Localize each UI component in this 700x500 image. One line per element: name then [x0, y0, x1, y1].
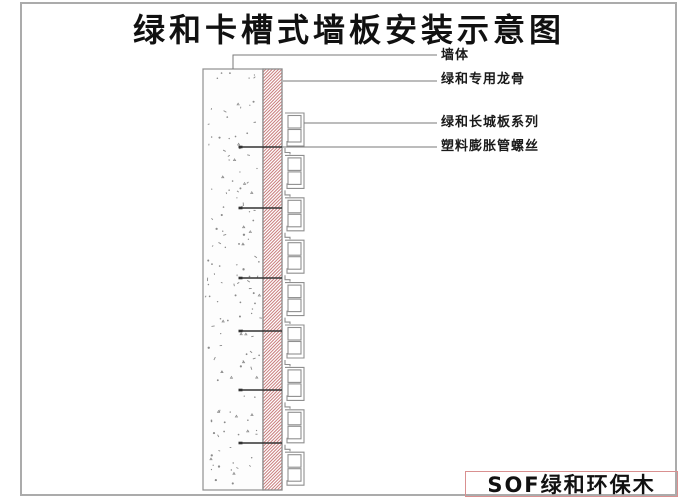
brand-box: SOF绿和环保木: [465, 471, 678, 497]
callout-label-panel: 绿和长城板系列: [441, 115, 540, 130]
panel-clip: [284, 409, 305, 452]
panel-clip: [284, 324, 305, 367]
page-title: 绿和卡槽式墙板安装示意图: [132, 11, 565, 49]
panel-clip: [284, 239, 305, 282]
callout-label-keel: 绿和专用龙骨: [441, 72, 526, 87]
panel-clip: [284, 282, 305, 324]
panel-clip: [284, 197, 305, 240]
panel-clip: [285, 451, 305, 486]
page-border-frame: [20, 2, 677, 496]
callout-label-wall: 墙体: [441, 48, 470, 63]
panel-clip: [284, 154, 305, 197]
panel-clip: [284, 112, 305, 155]
panel-clip: [284, 366, 305, 409]
brand-label: SOF绿和环保木: [487, 473, 656, 497]
callout-label-screw: 塑料膨胀管螺丝: [441, 139, 540, 154]
